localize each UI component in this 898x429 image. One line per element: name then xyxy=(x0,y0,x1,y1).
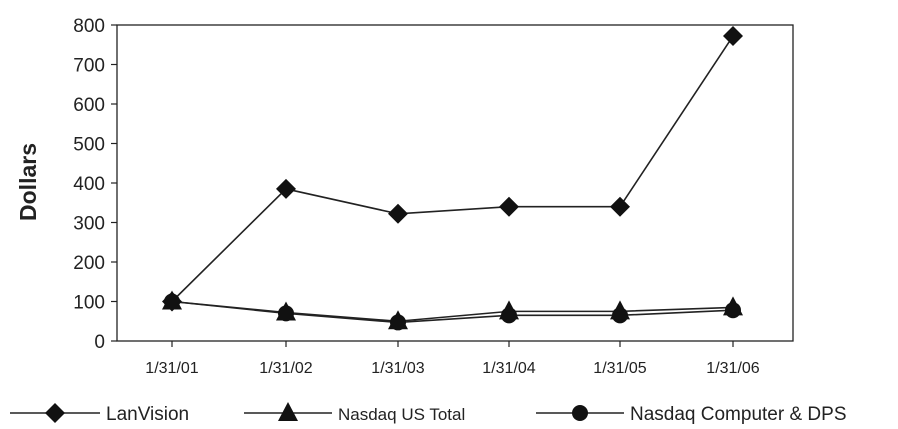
legend-marker-diamond xyxy=(45,403,65,423)
data-point-nasdaq-us-total xyxy=(610,300,630,320)
data-point-nasdaq-us-total xyxy=(276,301,296,321)
data-point-lanvision xyxy=(388,203,408,224)
y-axis-label-group: Dollars xyxy=(15,143,41,221)
x-tick-label: 1/31/02 xyxy=(259,360,312,377)
y-tick-label: 600 xyxy=(73,95,105,116)
legend: LanVision Nasdaq US Total Nasdaq Computer … xyxy=(10,402,847,425)
y-tick-label: 300 xyxy=(73,214,105,235)
legend-item-nasdaq-us-total: Nasdaq US Total xyxy=(244,402,465,424)
y-tick-label: 400 xyxy=(73,174,105,195)
legend-marker-circle xyxy=(572,405,588,421)
y-tick-label: 500 xyxy=(73,135,105,156)
y-tick-label: 200 xyxy=(73,253,105,274)
y-tick-label: 700 xyxy=(73,56,105,77)
x-tick-label: 1/31/04 xyxy=(482,360,535,377)
plot-area-frame xyxy=(116,24,794,342)
series-line-lanvision xyxy=(171,35,734,303)
x-tick-label: 1/31/03 xyxy=(371,360,424,377)
x-tick-label: 1/31/01 xyxy=(145,360,198,377)
data-point-nasdaq-us-total xyxy=(723,296,743,316)
y-tick-label: 100 xyxy=(73,293,105,314)
data-point-nasdaq-us-total xyxy=(388,310,408,330)
y-tick-label: 0 xyxy=(94,332,105,353)
y-tick-label: 800 xyxy=(73,16,105,37)
data-point-nasdaq-us-total xyxy=(499,300,519,320)
data-point-lanvision xyxy=(162,291,182,312)
y-axis-ticks: 0 100 200 300 400 500 600 700 800 xyxy=(73,16,117,353)
data-point-lanvision xyxy=(610,196,630,217)
legend-marker-triangle xyxy=(278,402,298,421)
series-line-nasdaq-computer-dps xyxy=(171,300,734,324)
legend-item-nasdaq-computer-dps: Nasdaq Computer & DPS xyxy=(536,404,847,425)
legend-label: LanVision xyxy=(106,404,189,425)
x-axis-ticks: 1/31/01 1/31/02 1/31/03 1/31/04 1/31/05 1/31/… xyxy=(145,341,760,377)
series-lines xyxy=(171,35,734,324)
data-point-lanvision xyxy=(723,26,743,47)
x-tick-label: 1/31/05 xyxy=(593,360,646,377)
y-axis-label: Dollars xyxy=(15,143,41,221)
series-markers xyxy=(162,26,743,331)
legend-label: Nasdaq Computer & DPS xyxy=(630,404,847,425)
x-tick-label: 1/31/06 xyxy=(706,360,759,377)
legend-item-lanvision: LanVision xyxy=(10,403,189,425)
data-point-lanvision xyxy=(276,178,296,199)
legend-label: Nasdaq US Total xyxy=(338,405,465,424)
series-line-nasdaq-us-total xyxy=(171,300,734,323)
data-point-lanvision xyxy=(499,196,519,217)
